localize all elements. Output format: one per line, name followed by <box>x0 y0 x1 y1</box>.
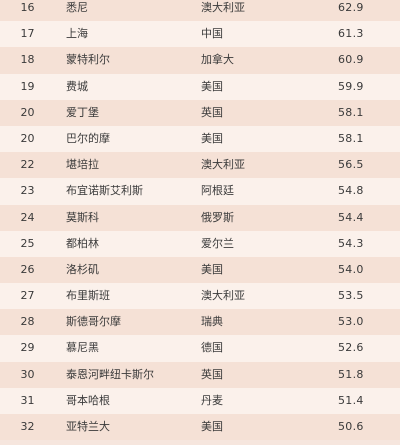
rank-cell: 18 <box>20 53 35 67</box>
score-cell: 50.6 <box>338 420 364 433</box>
table-row: 25 都柏林 爱尔兰 54.3 <box>0 230 400 257</box>
country-cell: 美国 <box>201 79 223 93</box>
table-row: 18 蒙特利尔 加拿大 60.9 <box>0 47 400 74</box>
score-cell: 60.9 <box>338 53 364 67</box>
rank-cell: 20 <box>20 131 35 145</box>
score-cell: 61.3 <box>338 27 364 41</box>
city-cell: 蒙特利尔 <box>66 53 110 67</box>
city-cell: 堪培拉 <box>66 158 99 172</box>
country-cell: 美国 <box>201 131 223 145</box>
table-row: 22 堪培拉 澳大利亚 56.5 <box>0 152 400 179</box>
rank-cell: 30 <box>20 367 35 381</box>
rank-cell: 31 <box>20 393 35 407</box>
table-row: 31 哥本哈根 丹麦 51.4 <box>0 387 400 414</box>
country-cell: 澳大利亚 <box>201 158 245 172</box>
rank-cell: 24 <box>20 210 35 224</box>
country-cell: 德国 <box>201 341 223 355</box>
country-cell: 瑞典 <box>201 315 223 329</box>
score-cell: 51.8 <box>338 367 364 381</box>
city-cell: 斯德哥尔摩 <box>66 315 121 329</box>
country-cell: 澳大利亚 <box>201 1 245 14</box>
country-cell: 中国 <box>201 27 223 41</box>
rank-cell: 20 <box>20 105 35 119</box>
score-cell: 62.9 <box>338 1 364 14</box>
table-row: 28 斯德哥尔摩 瑞典 53.0 <box>0 309 400 336</box>
city-cell: 莫斯科 <box>66 210 99 224</box>
table-row: 32 亚特兰大 美国 50.6 <box>0 414 400 441</box>
city-cell: 上海 <box>66 27 88 41</box>
table-row: 23 布宜诺斯艾利斯 阿根廷 54.8 <box>0 178 400 205</box>
country-cell: 俄罗斯 <box>201 210 234 224</box>
country-cell: 澳大利亚 <box>201 289 245 303</box>
rank-cell: 27 <box>20 289 35 303</box>
score-cell: 53.5 <box>338 289 364 303</box>
table-row: 30 泰恩河畔纽卡斯尔 英国 51.8 <box>0 361 400 388</box>
score-cell: 51.4 <box>338 393 364 407</box>
city-cell: 洛杉矶 <box>66 262 99 276</box>
table-row: 20 巴尔的摩 美国 58.1 <box>0 125 400 153</box>
rank-cell: 26 <box>20 262 35 276</box>
city-cell: 悉尼 <box>66 1 88 14</box>
city-cell: 布宜诺斯艾利斯 <box>66 184 143 198</box>
table-row: 20 爱丁堡 英国 58.1 <box>0 99 400 126</box>
score-cell: 58.1 <box>338 105 364 119</box>
score-cell: 54.4 <box>338 210 364 224</box>
country-cell: 美国 <box>201 420 223 433</box>
country-cell: 爱尔兰 <box>201 236 234 250</box>
score-cell: 54.8 <box>338 184 364 198</box>
rank-cell: 16 <box>20 1 35 14</box>
table-row: 16 悉尼 澳大利亚 62.9 <box>0 0 400 22</box>
city-cell: 巴尔的摩 <box>66 131 110 145</box>
country-cell: 英国 <box>201 367 223 381</box>
rank-cell: 22 <box>20 158 35 172</box>
rank-cell: 32 <box>20 420 35 433</box>
country-cell: 阿根廷 <box>201 184 234 198</box>
score-cell: 59.9 <box>338 79 364 93</box>
rank-cell: 28 <box>20 315 35 329</box>
country-cell: 美国 <box>201 262 223 276</box>
rank-cell: 23 <box>20 184 35 198</box>
table-row: 24 莫斯科 俄罗斯 54.4 <box>0 204 400 231</box>
score-cell: 53.0 <box>338 315 364 329</box>
score-cell: 52.6 <box>338 341 364 355</box>
city-cell: 都柏林 <box>66 236 99 250</box>
country-cell: 加拿大 <box>201 53 234 67</box>
city-cell: 哥本哈根 <box>66 393 110 407</box>
city-cell: 泰恩河畔纽卡斯尔 <box>66 367 154 381</box>
rank-cell: 19 <box>20 79 35 93</box>
score-cell: 56.5 <box>338 158 364 172</box>
score-cell: 54.0 <box>338 262 364 276</box>
city-cell: 费城 <box>66 79 88 93</box>
score-cell: 58.1 <box>338 131 364 145</box>
rank-cell: 25 <box>20 236 35 250</box>
table-row: 29 慕尼黑 德国 52.6 <box>0 335 400 362</box>
table-row: 26 洛杉矶 美国 54.0 <box>0 256 400 284</box>
table-row: 27 布里斯班 澳大利亚 53.5 <box>0 283 400 310</box>
city-cell: 亚特兰大 <box>66 420 110 433</box>
city-cell: 布里斯班 <box>66 289 110 303</box>
table-row: 17 上海 中国 61.3 <box>0 21 400 48</box>
rank-cell: 29 <box>20 341 35 355</box>
table-row: 19 费城 美国 59.9 <box>0 73 400 100</box>
city-cell: 爱丁堡 <box>66 105 99 119</box>
country-cell: 英国 <box>201 105 223 119</box>
country-cell: 丹麦 <box>201 393 223 407</box>
rank-cell: 17 <box>20 27 35 41</box>
city-cell: 慕尼黑 <box>66 341 99 355</box>
score-cell: 54.3 <box>338 236 364 250</box>
